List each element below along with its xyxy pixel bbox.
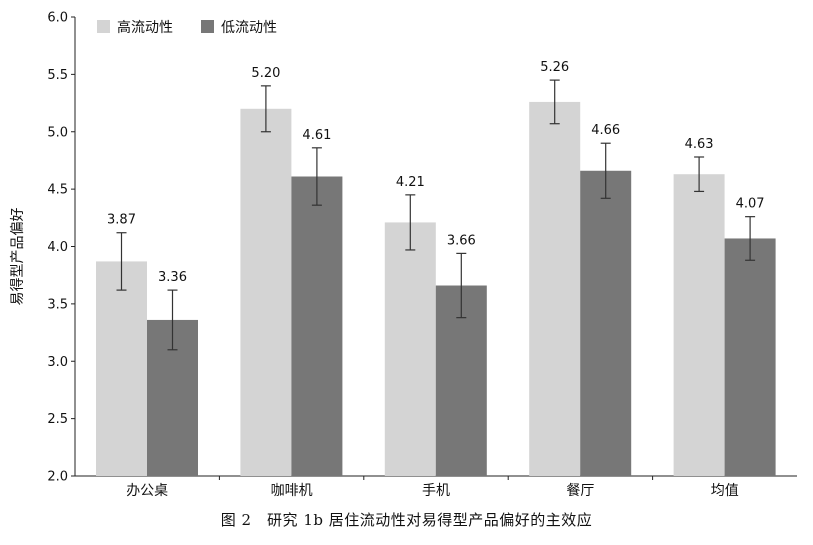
data-label: 3.36 [158,270,187,285]
y-tick-label: 3.0 [47,355,68,370]
bars [96,101,776,477]
bar [673,174,725,476]
bar [291,176,343,476]
y-tick-label: 3.5 [47,297,68,312]
y-tick-label: 5.0 [47,125,68,140]
data-label: 5.26 [540,60,569,75]
bar [384,222,436,476]
bar [724,238,776,476]
data-label: 4.21 [396,175,425,190]
x-category-label: 餐厅 [566,483,594,499]
y-tick-label: 2.5 [47,412,68,427]
data-label: 5.20 [251,66,280,81]
error-bars [116,79,756,351]
y-tick-label: 6.0 [47,11,68,26]
data-labels: 3.87 3.36 5.20 4.61 4.21 3.66 5.26 4.66 4.63 4.07 [107,60,765,285]
legend-label: 高流动性 [117,19,173,36]
x-category-label: 均值 [711,483,739,499]
bar [580,170,632,476]
y-tick-label: 2.0 [47,470,68,485]
legend-swatch [97,20,110,33]
data-label: 4.63 [685,137,714,152]
legend-label: 低流动性 [221,20,277,36]
data-label: 3.87 [107,213,136,228]
legend: 高流动性 低流动性 [97,19,277,36]
figure-caption: 图 2 研究 1b 居住流动性对易得型产品偏好的主效应 [220,511,593,529]
x-category-label: 咖啡机 [271,483,313,499]
y-axis-title: 易得型产品偏好 [9,208,26,306]
bar [240,108,292,477]
bar [529,101,581,476]
data-label: 4.61 [302,128,331,143]
data-label: 3.66 [447,233,476,248]
bar [96,261,147,476]
data-label: 4.07 [736,197,765,212]
data-label: 4.66 [591,123,620,138]
y-tick-label: 5.5 [47,68,68,83]
legend-swatch [201,20,214,33]
y-tick-label: 4.5 [47,183,68,198]
x-category-label: 手机 [422,483,450,499]
y-tick-label: 4.0 [47,240,68,255]
x-category-label: 办公桌 [126,483,168,499]
